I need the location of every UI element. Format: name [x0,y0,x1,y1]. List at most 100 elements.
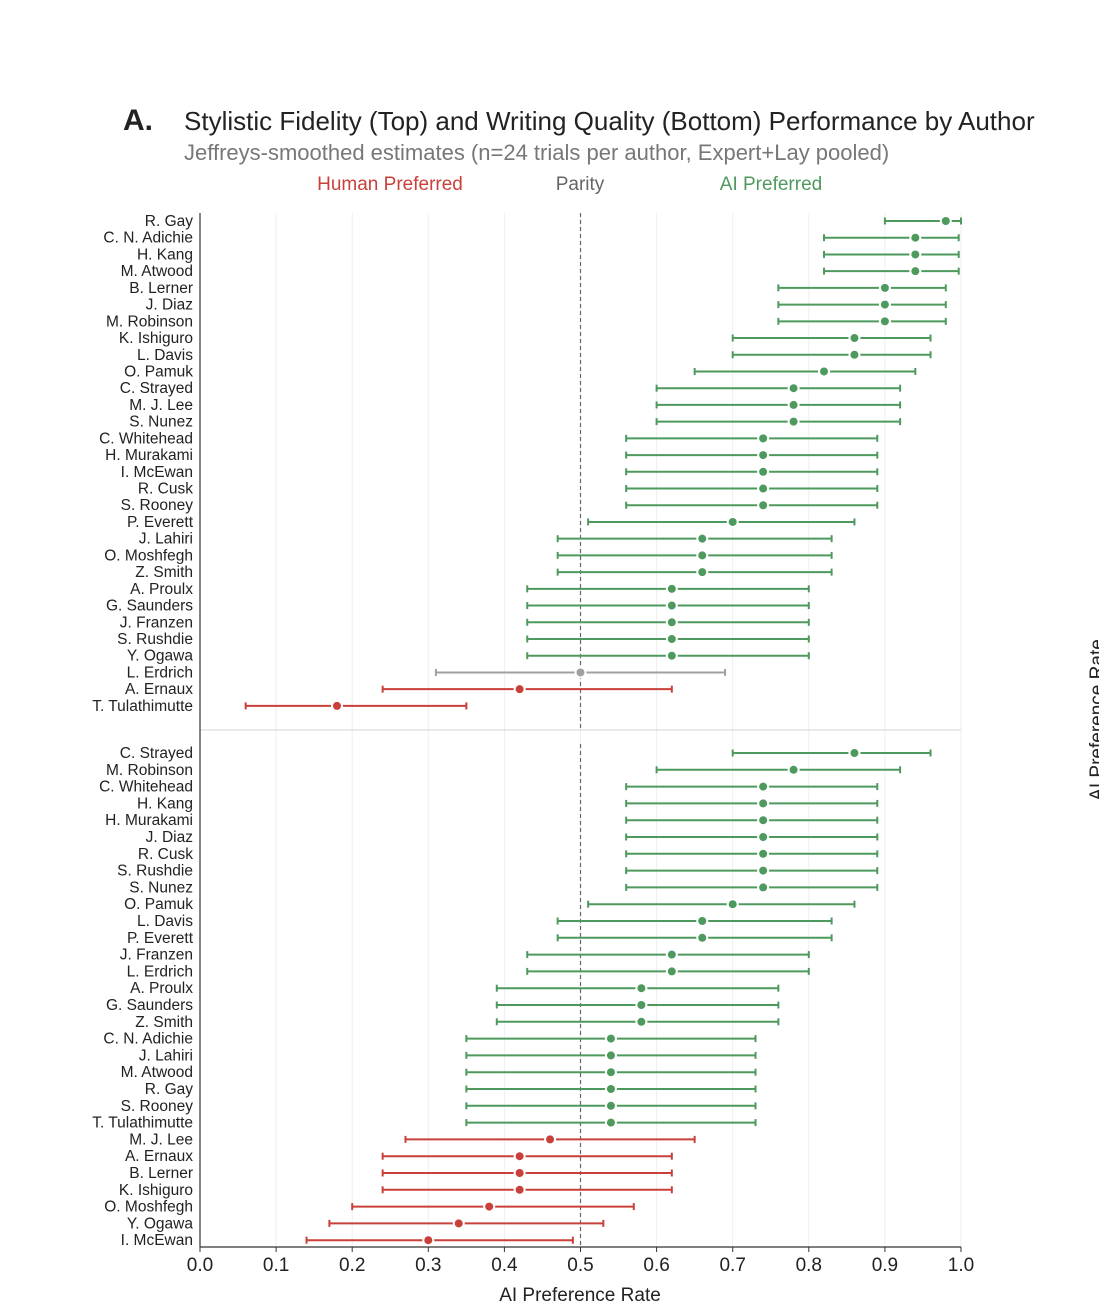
ci-row [526,965,810,978]
x-tick-label: 0.3 [415,1255,441,1276]
x-tick-label: 0.8 [796,1255,822,1276]
ci-row [465,1083,757,1095]
legend-parity: Parity [556,174,605,195]
author-label: M. J. Lee [129,1131,193,1148]
x-tick-label: 0.9 [872,1255,898,1276]
point-estimate [606,1101,615,1110]
author-label: O. Moshfegh [104,1199,193,1216]
point-estimate [606,1118,615,1127]
ci-row [495,1015,780,1028]
ci-row [351,1200,635,1213]
point-estimate [759,833,768,841]
author-label: M. Atwood [121,1064,193,1081]
author-label: R. Cusk [138,481,193,498]
author-label: B. Lerner [129,280,193,297]
x-tick-label: 0.7 [719,1255,745,1276]
author-label: H. Murakami [105,812,193,829]
ci-row [381,1183,673,1196]
point-estimate [759,467,768,476]
ci-row [693,365,917,378]
ci-row [625,465,879,478]
ci-row [556,915,833,927]
ci-row [655,382,902,395]
point-estimate [759,484,768,493]
ci-row [465,1099,757,1112]
author-label: C. N. Adichie [103,230,193,247]
author-label: S. Nunez [129,879,193,896]
ci-row [526,616,810,629]
point-estimate [941,217,950,225]
author-label: Z. Smith [135,564,193,581]
ci-row [381,1150,673,1163]
ci-row [625,780,879,793]
author-label: J. Franzen [120,947,193,964]
point-estimate [606,1051,615,1060]
point-estimate [637,1001,646,1009]
ci-row [625,814,879,827]
ci-row [381,1167,673,1179]
author-label: M. Robinson [106,313,193,330]
author-label: S. Rushdie [117,863,193,880]
ci-row [731,332,932,345]
author-label: T. Tulathimutte [92,1115,193,1132]
author-label: R. Gay [145,1081,193,1098]
ci-row [305,1234,574,1247]
author-label: C. Strayed [120,380,193,397]
ci-row [655,763,902,776]
ci-row [381,683,673,696]
author-label: O. Pamuk [124,896,193,913]
point-estimate [637,1017,646,1026]
point-estimate [759,501,768,510]
ci-row [526,633,810,645]
point-estimate [850,350,859,359]
ci-row [526,649,810,662]
point-estimate [667,950,676,959]
point-estimate [759,849,768,858]
point-estimate [667,601,676,610]
author-label: M. Atwood [121,263,193,280]
point-estimate [728,517,737,526]
ci-row [556,532,833,545]
author-label: M. J. Lee [129,397,193,414]
author-label: J. Diaz [146,829,193,846]
author-label: M. Robinson [106,762,193,779]
point-estimate [759,883,768,892]
ci-row [777,298,947,311]
x-tick-label: 0.2 [339,1255,365,1276]
x-tick-label: 0.4 [491,1255,518,1276]
author-label: L. Erdrich [127,963,193,980]
ci-row [625,847,879,860]
ci-row [465,1066,757,1079]
author-label: A. Proulx [130,581,193,598]
author-label: J. Franzen [120,614,193,631]
ci-row [434,666,727,679]
point-estimate [637,984,646,993]
chart-title: Stylistic Fidelity (Top) and Writing Qua… [184,106,1035,136]
author-label: H. Kang [137,246,193,263]
author-label: Y. Ogawa [127,1215,193,1232]
author-label: T. Tulathimutte [92,698,193,715]
point-estimate [911,267,920,276]
author-label: A. Proulx [130,980,193,997]
point-estimate [820,367,829,376]
point-estimate [332,701,341,710]
x-axis-label: AI Preference Rate [499,1285,661,1306]
author-label: J. Diaz [146,297,193,314]
x-tick-label: 1.0 [948,1255,974,1276]
point-estimate [880,317,889,326]
author-label: H. Kang [137,795,193,812]
ci-row [404,1133,696,1146]
author-label: C. Whitehead [99,779,193,796]
author-label: O. Moshfegh [104,547,193,564]
point-estimate [728,900,737,909]
author-label: B. Lerner [129,1165,193,1182]
ci-row [587,898,856,911]
ci-row [625,864,879,877]
point-estimate [698,568,707,577]
point-estimate [850,749,859,757]
author-label: G. Saunders [106,997,193,1014]
point-estimate [667,967,676,976]
point-estimate [698,917,707,925]
point-estimate [698,551,707,560]
author-label: P. Everett [127,930,194,947]
